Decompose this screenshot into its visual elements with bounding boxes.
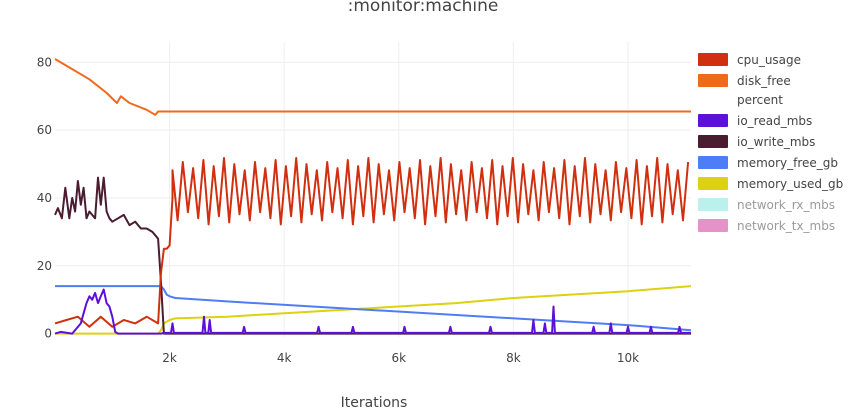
- legend-item-network-tx-mbs[interactable]: network_tx_mbs: [698, 219, 835, 233]
- legend-label: network_tx_mbs: [737, 219, 835, 233]
- legend-swatch: [698, 135, 728, 148]
- legend-swatch: [698, 114, 728, 127]
- y-tick-label: 80: [37, 55, 52, 69]
- y-tick-label: 0: [44, 327, 52, 341]
- legend-label: disk_free: [737, 74, 791, 88]
- legend-label: io_read_mbs: [737, 114, 812, 128]
- legend-item-cpu-usage[interactable]: cpu_usage: [698, 53, 801, 67]
- series-line-memory-used-gb[interactable]: [55, 285, 692, 335]
- series-line-disk-free[interactable]: [54, 58, 691, 116]
- x-tick-label: 4k: [277, 351, 292, 365]
- axis-ticks: 0 20 40 60 80 2k 4k 6k 8k 10k: [37, 55, 639, 365]
- x-axis-title: Iterations: [341, 395, 408, 411]
- legend-label: io_write_mbs: [737, 135, 815, 149]
- legend-item-disk-free[interactable]: disk_free: [698, 74, 791, 88]
- legend-swatch: [698, 74, 728, 87]
- legend-label: memory_used_gb: [737, 177, 843, 191]
- series-line-cpu-usage[interactable]: [54, 157, 690, 328]
- y-tick-label: 20: [37, 259, 52, 273]
- legend-item-io-read-mbs[interactable]: io_read_mbs: [698, 114, 812, 128]
- legend-label: percent: [737, 93, 783, 107]
- legend-label: network_rx_mbs: [737, 198, 835, 212]
- legend-swatch: [698, 156, 728, 169]
- legend-item-memory-free-gb[interactable]: memory_free_gb: [698, 156, 838, 170]
- legend-label: cpu_usage: [737, 53, 801, 67]
- x-tick-label: 10k: [617, 351, 639, 365]
- x-tick-label: 8k: [506, 351, 521, 365]
- legend-swatch: [698, 219, 728, 232]
- legend-swatch: [698, 198, 728, 211]
- series-line-io-write-mbs[interactable]: [54, 176, 691, 335]
- chart-title: :monitor:machine: [348, 0, 499, 16]
- legend-item-io-write-mbs[interactable]: io_write_mbs: [698, 135, 815, 149]
- legend-item-percent[interactable]: percent: [737, 93, 783, 107]
- legend-swatch: [698, 53, 728, 66]
- x-tick-label: 6k: [391, 351, 406, 365]
- y-tick-label: 60: [37, 123, 52, 137]
- series-line-io-read-mbs[interactable]: [54, 288, 691, 335]
- legend-item-memory-used-gb[interactable]: memory_used_gb: [698, 177, 843, 191]
- plot-area[interactable]: [54, 58, 692, 335]
- legend-swatch: [698, 177, 728, 190]
- y-tick-label: 40: [37, 191, 52, 205]
- legend-label: memory_free_gb: [737, 156, 838, 170]
- legend-item-network-rx-mbs[interactable]: network_rx_mbs: [698, 198, 835, 212]
- x-tick-label: 2k: [162, 351, 177, 365]
